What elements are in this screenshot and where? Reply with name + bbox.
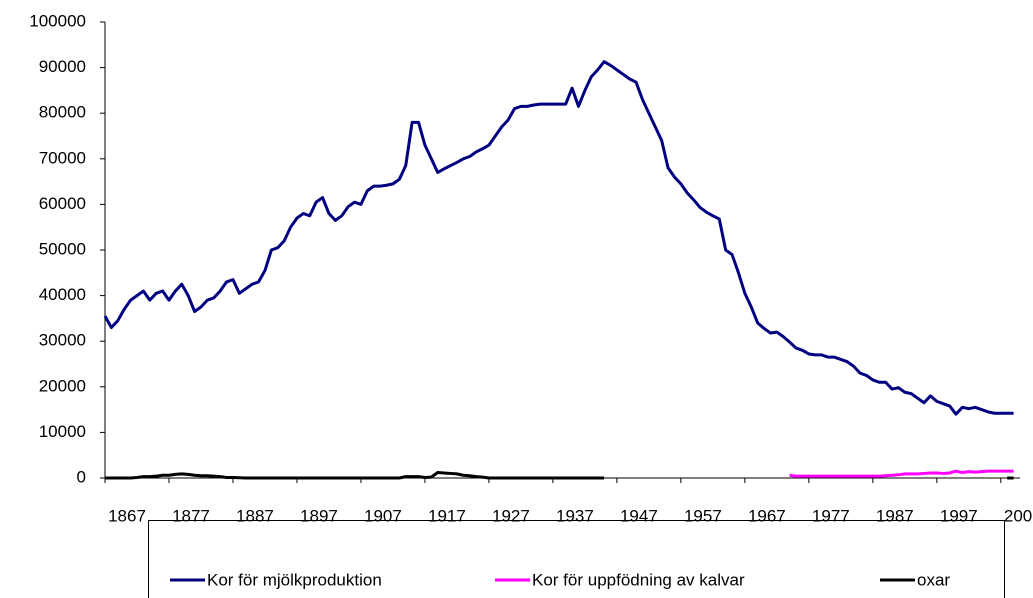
x-tick-label: 1937	[556, 506, 594, 525]
x-tick-label: 1997	[940, 506, 978, 525]
x-tick-label: 1987	[876, 506, 914, 525]
y-tick-label: 70000	[39, 148, 86, 167]
x-tick-label: 1957	[684, 506, 722, 525]
x-tick-label: 1947	[620, 506, 658, 525]
y-tick-label: 60000	[39, 194, 86, 213]
series-line	[105, 471, 1014, 480]
y-tick-label: 90000	[39, 57, 86, 76]
series-line	[103, 60, 1014, 416]
y-tick-label: 30000	[39, 331, 86, 350]
y-tick-label: 40000	[39, 285, 86, 304]
x-tick-label: 1877	[172, 506, 210, 525]
series-line	[789, 469, 1014, 478]
x-tick-label: 1867	[108, 506, 146, 525]
legend-label: Kor för mjölkproduktion	[207, 570, 382, 589]
y-tick-label: 50000	[39, 239, 86, 258]
y-tick-label: 100000	[29, 11, 86, 30]
y-tick-label: 0	[77, 467, 86, 486]
x-tick-label: 1967	[748, 506, 786, 525]
legend-box	[148, 520, 1005, 598]
x-tick-label: 2007	[1004, 506, 1033, 525]
y-tick-label: 10000	[39, 422, 86, 441]
x-tick-label: 1927	[492, 506, 530, 525]
x-tick-label: 1917	[428, 506, 466, 525]
x-tick-label: 1897	[300, 506, 338, 525]
legend-label: oxar	[917, 570, 950, 589]
x-tick-label: 1977	[812, 506, 850, 525]
x-tick-label: 1887	[236, 506, 274, 525]
y-tick-label: 80000	[39, 103, 86, 122]
legend-label: Kor för uppfödning av kalvar	[532, 570, 745, 589]
y-tick-label: 20000	[39, 376, 86, 395]
x-tick-label: 1907	[364, 506, 402, 525]
